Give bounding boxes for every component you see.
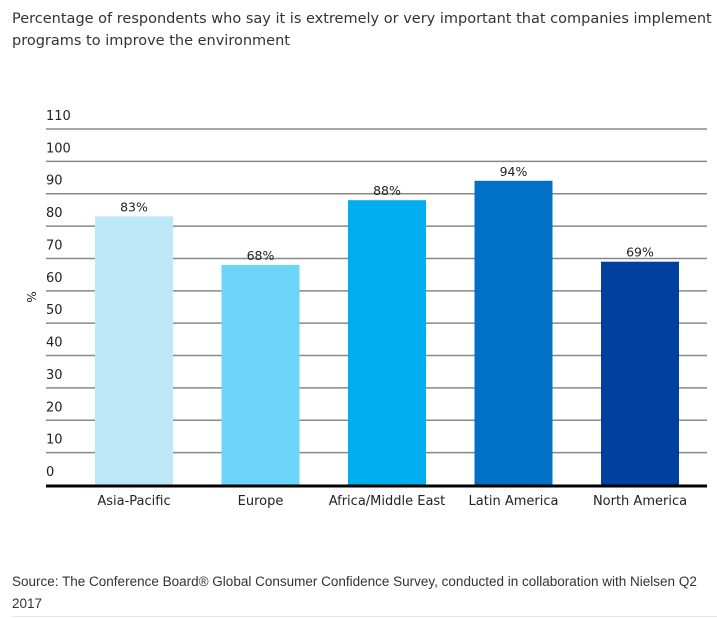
- y-tick-label: 10: [46, 433, 63, 448]
- data-label: 68%: [247, 248, 275, 263]
- x-category-label: Africa/Middle East: [329, 494, 446, 509]
- x-category-label: Asia-Pacific: [97, 494, 170, 509]
- x-axis-categories: Asia-Pacific Europe Africa/Middle East Lati…: [97, 494, 687, 509]
- y-tick-label: 90: [46, 174, 63, 189]
- data-label: 83%: [120, 199, 148, 214]
- y-tick-label: 80: [46, 206, 63, 221]
- y-tick-label: 70: [46, 238, 63, 253]
- source-note: Source: The Conference Board® Global Con…: [12, 574, 697, 611]
- bars: 83% 68% 88% 94% 69%: [95, 164, 679, 486]
- y-tick-label: 100: [46, 141, 71, 156]
- y-tick-label: 60: [46, 271, 63, 286]
- bar: [221, 264, 300, 485]
- y-axis-label: %: [24, 291, 38, 302]
- y-tick-label: 0: [46, 465, 54, 480]
- x-category-label: Europe: [238, 494, 284, 509]
- bar: [601, 261, 679, 485]
- bar: [348, 200, 426, 485]
- y-tick-label: 40: [46, 336, 63, 351]
- y-axis-ticks: 0 10 20 30 40 50 60 70 80 90 100 110: [46, 109, 71, 480]
- y-tick-label: 110: [46, 109, 71, 124]
- data-label: 69%: [626, 245, 654, 260]
- data-label: 94%: [500, 164, 528, 179]
- source-divider: [12, 616, 717, 617]
- y-tick-label: 50: [46, 303, 63, 318]
- x-category-label: North America: [593, 494, 687, 509]
- bar: [95, 216, 173, 485]
- y-tick-label: 30: [46, 368, 63, 383]
- y-tick-label: 20: [46, 400, 63, 415]
- x-category-label: Latin America: [469, 494, 559, 509]
- bar: [474, 180, 553, 486]
- chart-title: Percentage of respondents who say it is …: [12, 11, 712, 49]
- data-label: 88%: [373, 183, 401, 198]
